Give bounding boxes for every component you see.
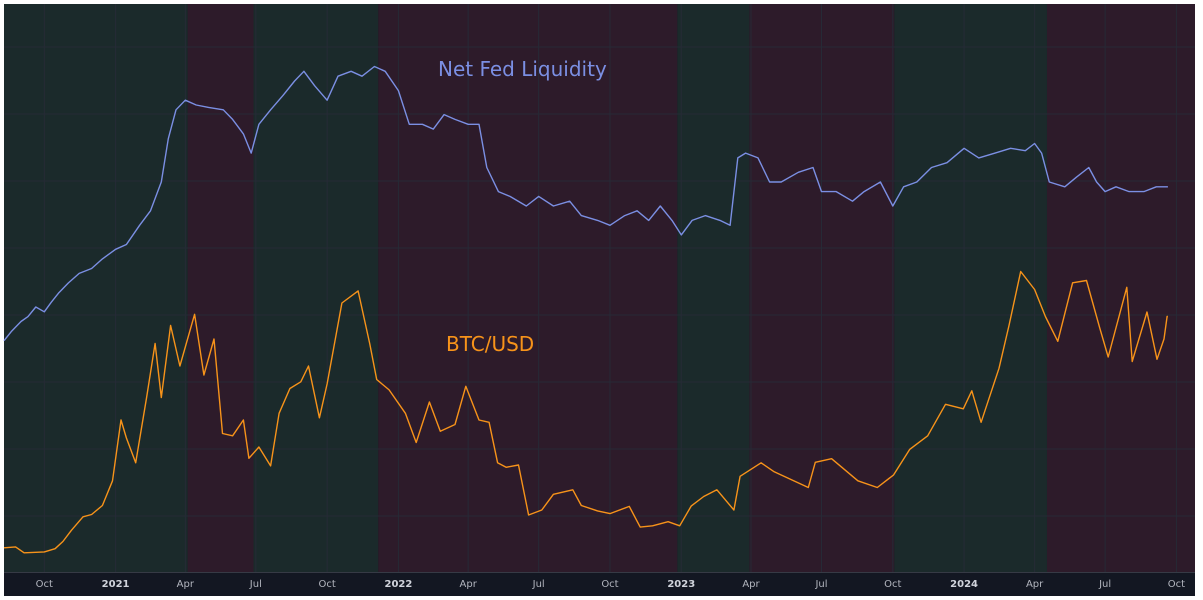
x-tick-label: 2022 [384, 579, 412, 590]
btc-series-label: BTC/USD [446, 332, 534, 356]
regime-bands [4, 4, 1195, 572]
x-tick-label: 2021 [102, 579, 130, 590]
series-lines [3, 65, 1168, 554]
x-tick-label: Jul [249, 579, 262, 590]
regime-band-4-contracting [378, 4, 678, 572]
series-line-btc-usd [3, 270, 1168, 554]
liquidity-series-label: Net Fed Liquidity [438, 57, 607, 81]
regime-band-3-expanding [253, 4, 379, 572]
regime-band-5-expanding [677, 4, 750, 572]
x-axis-tick-labels: Oct 2021 Apr Jul Oct 2022 Apr Jul Oct 2023 Apr Jul O… [36, 579, 1185, 590]
grid-lines [4, 4, 1195, 572]
x-tick-label: Oct [1168, 579, 1185, 590]
x-tick-label: Apr [1026, 579, 1044, 590]
x-tick-label: Oct [884, 579, 901, 590]
x-tick-label: Jul [814, 579, 827, 590]
x-tick-label: Jul [532, 579, 545, 590]
x-tick-label: Oct [318, 579, 335, 590]
x-tick-label: Apr [742, 579, 760, 590]
x-tick-label: 2024 [950, 579, 978, 590]
regime-band-8-contracting [1046, 4, 1195, 572]
series-line-net-fed-liquidity [3, 65, 1168, 342]
regime-band-2-contracting [187, 4, 254, 572]
regime-band-1-expanding [4, 4, 188, 572]
x-tick-label: Oct [601, 579, 618, 590]
regime-band-7-expanding [894, 4, 1047, 572]
x-tick-label: Apr [177, 579, 195, 590]
x-tick-label: Apr [460, 579, 478, 590]
x-tick-label: Oct [36, 579, 53, 590]
x-tick-label: Jul [1098, 579, 1111, 590]
x-tick-label: 2023 [667, 579, 695, 590]
